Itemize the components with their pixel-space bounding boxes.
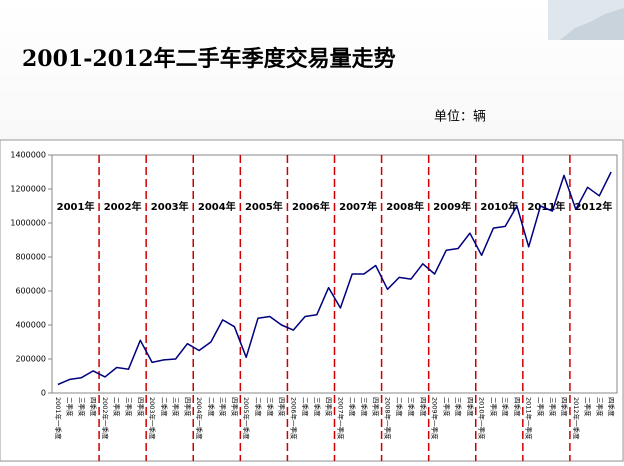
x-tick-label: 三季度	[125, 397, 134, 417]
title: 2001-2012年二手车季度交易量走势	[22, 46, 396, 72]
x-tick-label: 2004年一季度	[195, 397, 204, 440]
x-tick-label: 三季度	[501, 397, 510, 417]
x-tick-label: 二季度	[489, 397, 498, 417]
year-label: 2005年	[245, 200, 283, 213]
x-tick-label: 三季度	[407, 397, 416, 417]
year-label: 2002年	[104, 200, 142, 213]
x-tick-label: 四季度	[466, 397, 475, 417]
x-tick-label: 四季度	[560, 397, 569, 417]
year-label: 2004年	[198, 200, 236, 213]
year-label: 2011年	[527, 200, 565, 213]
x-tick-label: 三季度	[172, 397, 181, 417]
year-label: 2009年	[433, 200, 471, 213]
x-tick-label: 三季度	[313, 397, 322, 417]
year-label: 2001年	[57, 200, 95, 213]
x-tick-label: 四季度	[230, 397, 239, 417]
x-tick-label: 二季度	[395, 397, 404, 417]
x-tick-label: 二季度	[113, 397, 122, 417]
y-tick-label: 0	[41, 389, 46, 398]
year-label: 2010年	[480, 200, 518, 213]
x-tick-label: 2006年一季度	[289, 397, 298, 440]
year-label: 2006年	[292, 200, 330, 213]
chart-area	[0, 139, 624, 462]
y-tick-label: 1200000	[10, 185, 46, 194]
x-tick-label: 二季度	[536, 397, 545, 417]
x-tick-label: 二季度	[66, 397, 75, 417]
x-tick-label: 2011年一季度	[525, 397, 534, 440]
x-tick-label: 2005年一季度	[242, 397, 251, 440]
y-tick-label: 600000	[15, 287, 46, 296]
year-label: 2003年	[151, 200, 189, 213]
x-tick-label: 2003年一季度	[148, 397, 157, 440]
data-line	[57, 171, 612, 386]
x-tick-label: 二季度	[348, 397, 357, 417]
x-tick-label: 四季度	[607, 397, 616, 417]
x-tick-label: 2012年一季度	[572, 397, 581, 440]
stairs	[560, 8, 624, 40]
x-tick-label: 四季度	[372, 397, 381, 417]
x-tick-label: 三季度	[77, 397, 86, 417]
unit-label: 单位：辆	[434, 110, 486, 125]
x-tick-label: 四季度	[136, 397, 145, 417]
x-tick-label: 二季度	[207, 397, 216, 417]
y-tick-label: 1000000	[10, 219, 46, 228]
y-tick-label: 200000	[15, 355, 46, 364]
year-label: 2012年	[575, 200, 613, 213]
x-tick-label: 三季度	[454, 397, 463, 417]
x-tick-label: 四季度	[325, 397, 334, 417]
x-tick-label: 四季度	[278, 397, 287, 417]
x-tick-label: 三季度	[595, 397, 604, 417]
x-tick-label: 2008年一季度	[383, 397, 392, 440]
x-tick-label: 三季度	[360, 397, 369, 417]
y-tick-label: 800000	[15, 253, 46, 262]
y-tick-label: 1400000	[10, 151, 46, 160]
x-tick-label: 四季度	[419, 397, 428, 417]
x-tick-label: 二季度	[254, 397, 263, 417]
x-tick-label: 二季度	[584, 397, 593, 417]
x-tick-label: 四季度	[89, 397, 98, 417]
x-tick-label: 2007年一季度	[336, 397, 345, 440]
x-tick-label: 四季度	[183, 397, 192, 417]
x-tick-label: 三季度	[266, 397, 275, 417]
year-label: 2007年	[339, 200, 377, 213]
x-tick-label: 2002年一季度	[101, 397, 110, 440]
x-tick-label: 二季度	[160, 397, 169, 417]
x-tick-label: 2001年一季度	[54, 397, 63, 440]
year-label: 2008年	[386, 200, 424, 213]
x-tick-label: 二季度	[301, 397, 310, 417]
x-tick-label: 2010年一季度	[478, 397, 487, 440]
x-tick-label: 四季度	[513, 397, 522, 417]
x-tick-label: 2009年一季度	[431, 397, 440, 440]
x-tick-label: 二季度	[442, 397, 451, 417]
x-tick-label: 三季度	[548, 397, 557, 417]
x-tick-label: 三季度	[219, 397, 228, 417]
y-tick-label: 400000	[15, 321, 46, 330]
decoration	[548, 0, 624, 40]
